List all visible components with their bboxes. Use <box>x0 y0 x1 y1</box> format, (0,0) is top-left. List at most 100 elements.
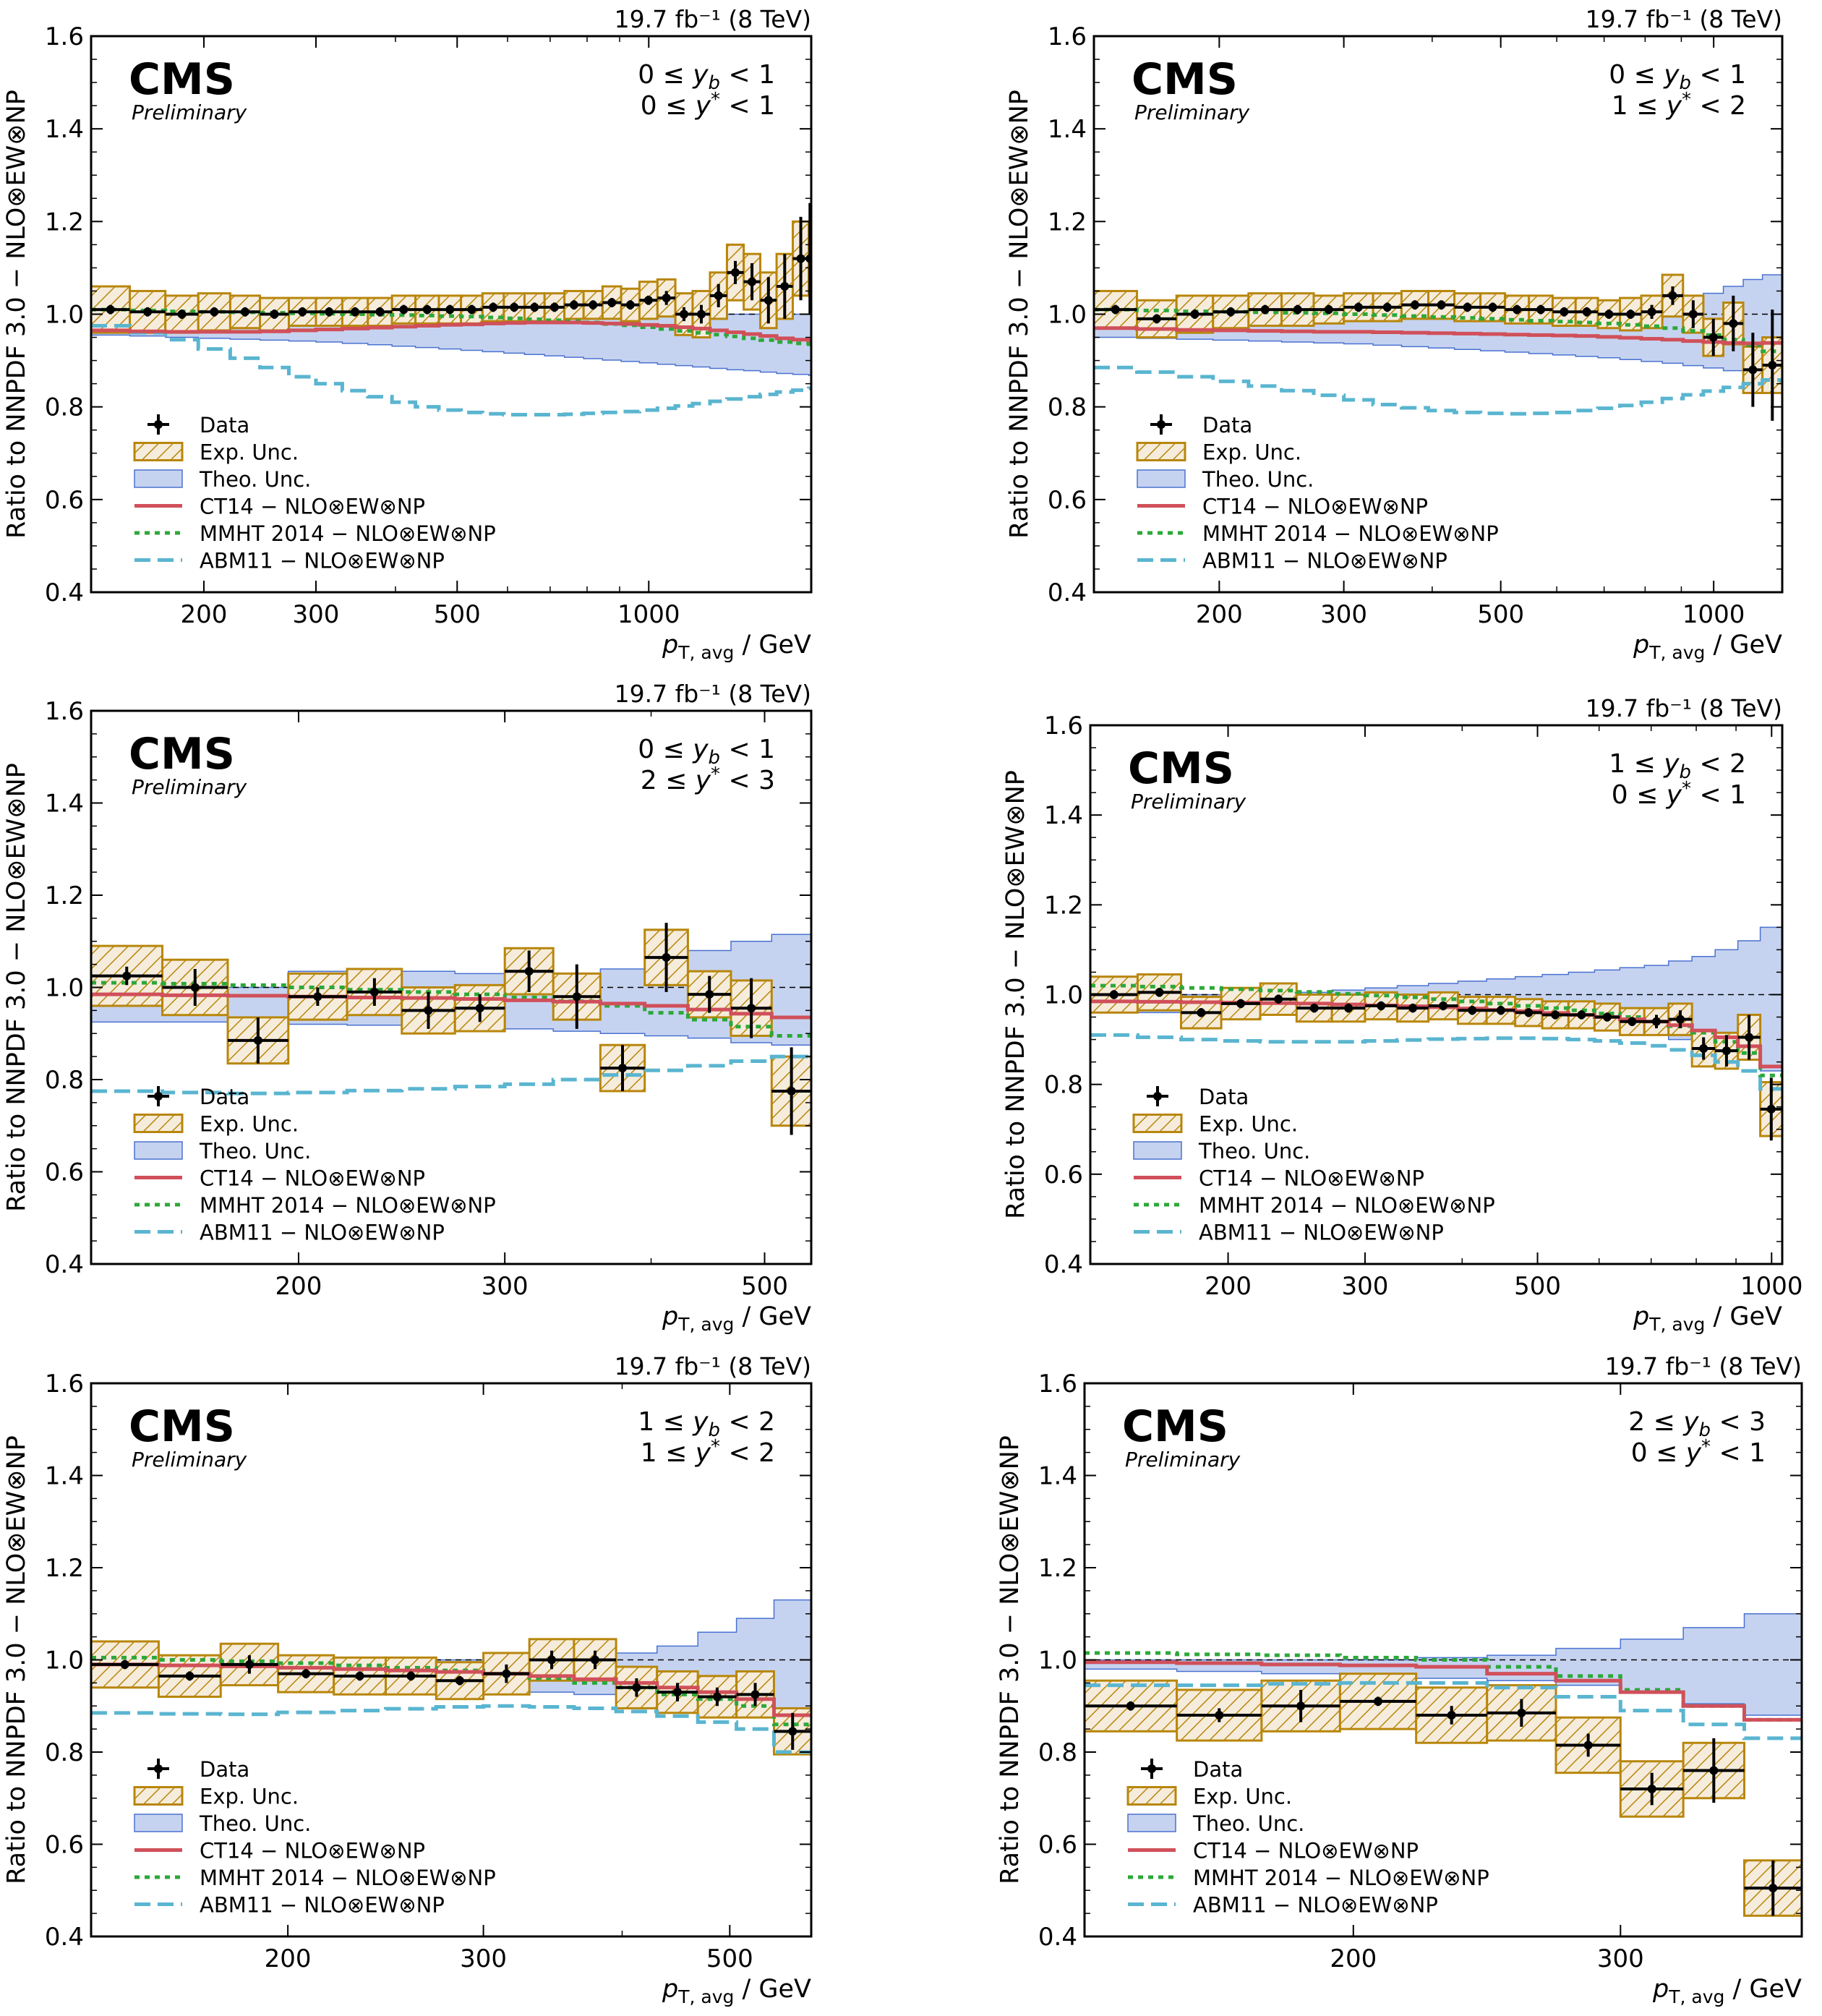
data-point <box>106 305 115 315</box>
data-point <box>1513 305 1522 315</box>
legend-marker-theo <box>134 469 183 488</box>
data-point <box>591 1655 600 1665</box>
data-point <box>1293 305 1302 315</box>
legend-label: ABM11 − NLO⊗EW⊗NP <box>200 1221 445 1245</box>
preliminary-label: Preliminary <box>1125 1448 1241 1472</box>
y-axis-label: Ratio to NNPDF 3.0 − NLO⊗EW⊗NP <box>996 1435 1025 1884</box>
data-point <box>1236 999 1246 1008</box>
y-tick-label: 0.8 <box>45 393 84 422</box>
y-tick-label: 0.8 <box>1044 1071 1083 1100</box>
plot-area <box>1085 1613 1802 1917</box>
legend-marker-theo <box>134 1814 183 1832</box>
data-point <box>750 1690 760 1699</box>
data-point <box>1604 309 1614 319</box>
data-point <box>143 307 153 317</box>
y-tick-label: 1.4 <box>1048 115 1087 144</box>
y-tick-label: 0.8 <box>45 1066 84 1095</box>
legend-marker-exp <box>1136 442 1186 461</box>
data-point <box>643 296 653 305</box>
y-tick-label: 0.8 <box>45 1738 84 1767</box>
bin-label-ystar: 1 ≤ y* < 2 <box>641 1436 775 1468</box>
data-point <box>780 282 790 291</box>
data-point <box>298 307 307 317</box>
data-point <box>1126 1701 1135 1711</box>
data-point <box>1488 302 1497 312</box>
data-point <box>1215 1711 1224 1720</box>
x-axis-label: pT, avg / GeV <box>662 631 811 663</box>
lumi-label: 19.7 fb⁻¹ (8 TeV) <box>615 680 811 708</box>
y-tick-label: 1.0 <box>1038 1646 1077 1675</box>
data-point <box>190 983 200 992</box>
y-tick-label: 0.4 <box>1044 1250 1083 1279</box>
data-point <box>569 300 578 309</box>
data-point <box>445 305 455 315</box>
abm11-line <box>91 324 811 417</box>
data-point <box>351 307 360 317</box>
x-tick-label: 500 <box>1477 600 1524 629</box>
x-axis-label: pT, avg / GeV <box>1652 1975 1802 2007</box>
data-point <box>1468 1006 1477 1015</box>
data-point <box>1647 1785 1656 1793</box>
x-tick-label: 300 <box>1341 1272 1388 1301</box>
bin-label-yb: 1 ≤ yb < 2 <box>1609 749 1746 783</box>
legend-label: Data <box>1202 413 1252 437</box>
data-point <box>185 1671 194 1680</box>
data-point <box>270 309 279 319</box>
y-tick-label: 0.4 <box>1048 578 1087 607</box>
bin-label-yb: 0 ≤ yb < 1 <box>638 735 775 769</box>
data-point <box>1583 1740 1593 1750</box>
y-tick-label: 0.4 <box>45 578 84 607</box>
y-tick-label: 1.6 <box>45 22 84 51</box>
bin-label-ystar: 2 ≤ y* < 3 <box>641 764 775 795</box>
y-tick-label: 0.6 <box>1038 1831 1077 1860</box>
x-axis-label: pT, avg / GeV <box>1633 1302 1782 1335</box>
data-point <box>1647 307 1656 317</box>
data-point <box>662 953 671 962</box>
legend-label: ABM11 − NLO⊗EW⊗NP <box>1193 1893 1438 1918</box>
mmht2014-line <box>91 981 811 1038</box>
legend-marker-exp <box>133 442 184 461</box>
legend-marker-data <box>1147 1764 1156 1773</box>
data-point <box>705 990 714 999</box>
data-point <box>467 305 476 315</box>
data-point <box>1408 1004 1418 1013</box>
legend-marker-data <box>154 420 163 429</box>
legend-label: Theo. Unc. <box>1192 1811 1304 1836</box>
data-point <box>1324 305 1333 315</box>
y-tick-label: 1.2 <box>1038 1554 1077 1583</box>
data-point <box>696 309 706 319</box>
legend-marker-theo <box>134 1141 183 1160</box>
data-point <box>1152 314 1161 323</box>
data-point <box>805 254 811 263</box>
legend-marker-data <box>1153 1092 1162 1101</box>
abm11-line <box>91 1704 811 1754</box>
abm11-line <box>1094 365 1782 416</box>
legend-label: Data <box>1199 1085 1249 1109</box>
y-tick-label: 1.2 <box>45 1554 84 1583</box>
cms-logo-text: CMS <box>129 1401 235 1452</box>
y-tick-label: 1.6 <box>1048 22 1087 51</box>
y-tick-label: 1.6 <box>45 697 84 726</box>
x-tick-label: 200 <box>1205 1272 1252 1301</box>
data-point <box>1353 302 1363 312</box>
x-axis-label: pT, avg / GeV <box>1633 631 1782 663</box>
y-tick-label: 1.6 <box>45 1370 84 1398</box>
legend-label: CT14 − NLO⊗EW⊗NP <box>200 495 425 519</box>
data-point <box>1560 307 1569 317</box>
y-tick-label: 1.2 <box>45 208 84 236</box>
y-tick-label: 0.8 <box>1038 1738 1077 1767</box>
data-point <box>764 296 773 305</box>
data-point <box>1111 305 1120 315</box>
data-point <box>244 1660 254 1669</box>
legend-label: Exp. Unc. <box>200 1785 299 1809</box>
cms-logo-text: CMS <box>129 54 235 105</box>
preliminary-label: Preliminary <box>132 775 247 799</box>
legend-label: Theo. Unc. <box>1202 467 1314 492</box>
data-point <box>489 302 498 312</box>
legend-label: CT14 − NLO⊗EW⊗NP <box>1193 1839 1419 1863</box>
y-tick-label: 1.0 <box>45 974 84 1003</box>
y-axis-label: Ratio to NNPDF 3.0 − NLO⊗EW⊗NP <box>1001 770 1030 1219</box>
data-point <box>1709 1766 1719 1775</box>
data-point <box>210 307 219 317</box>
